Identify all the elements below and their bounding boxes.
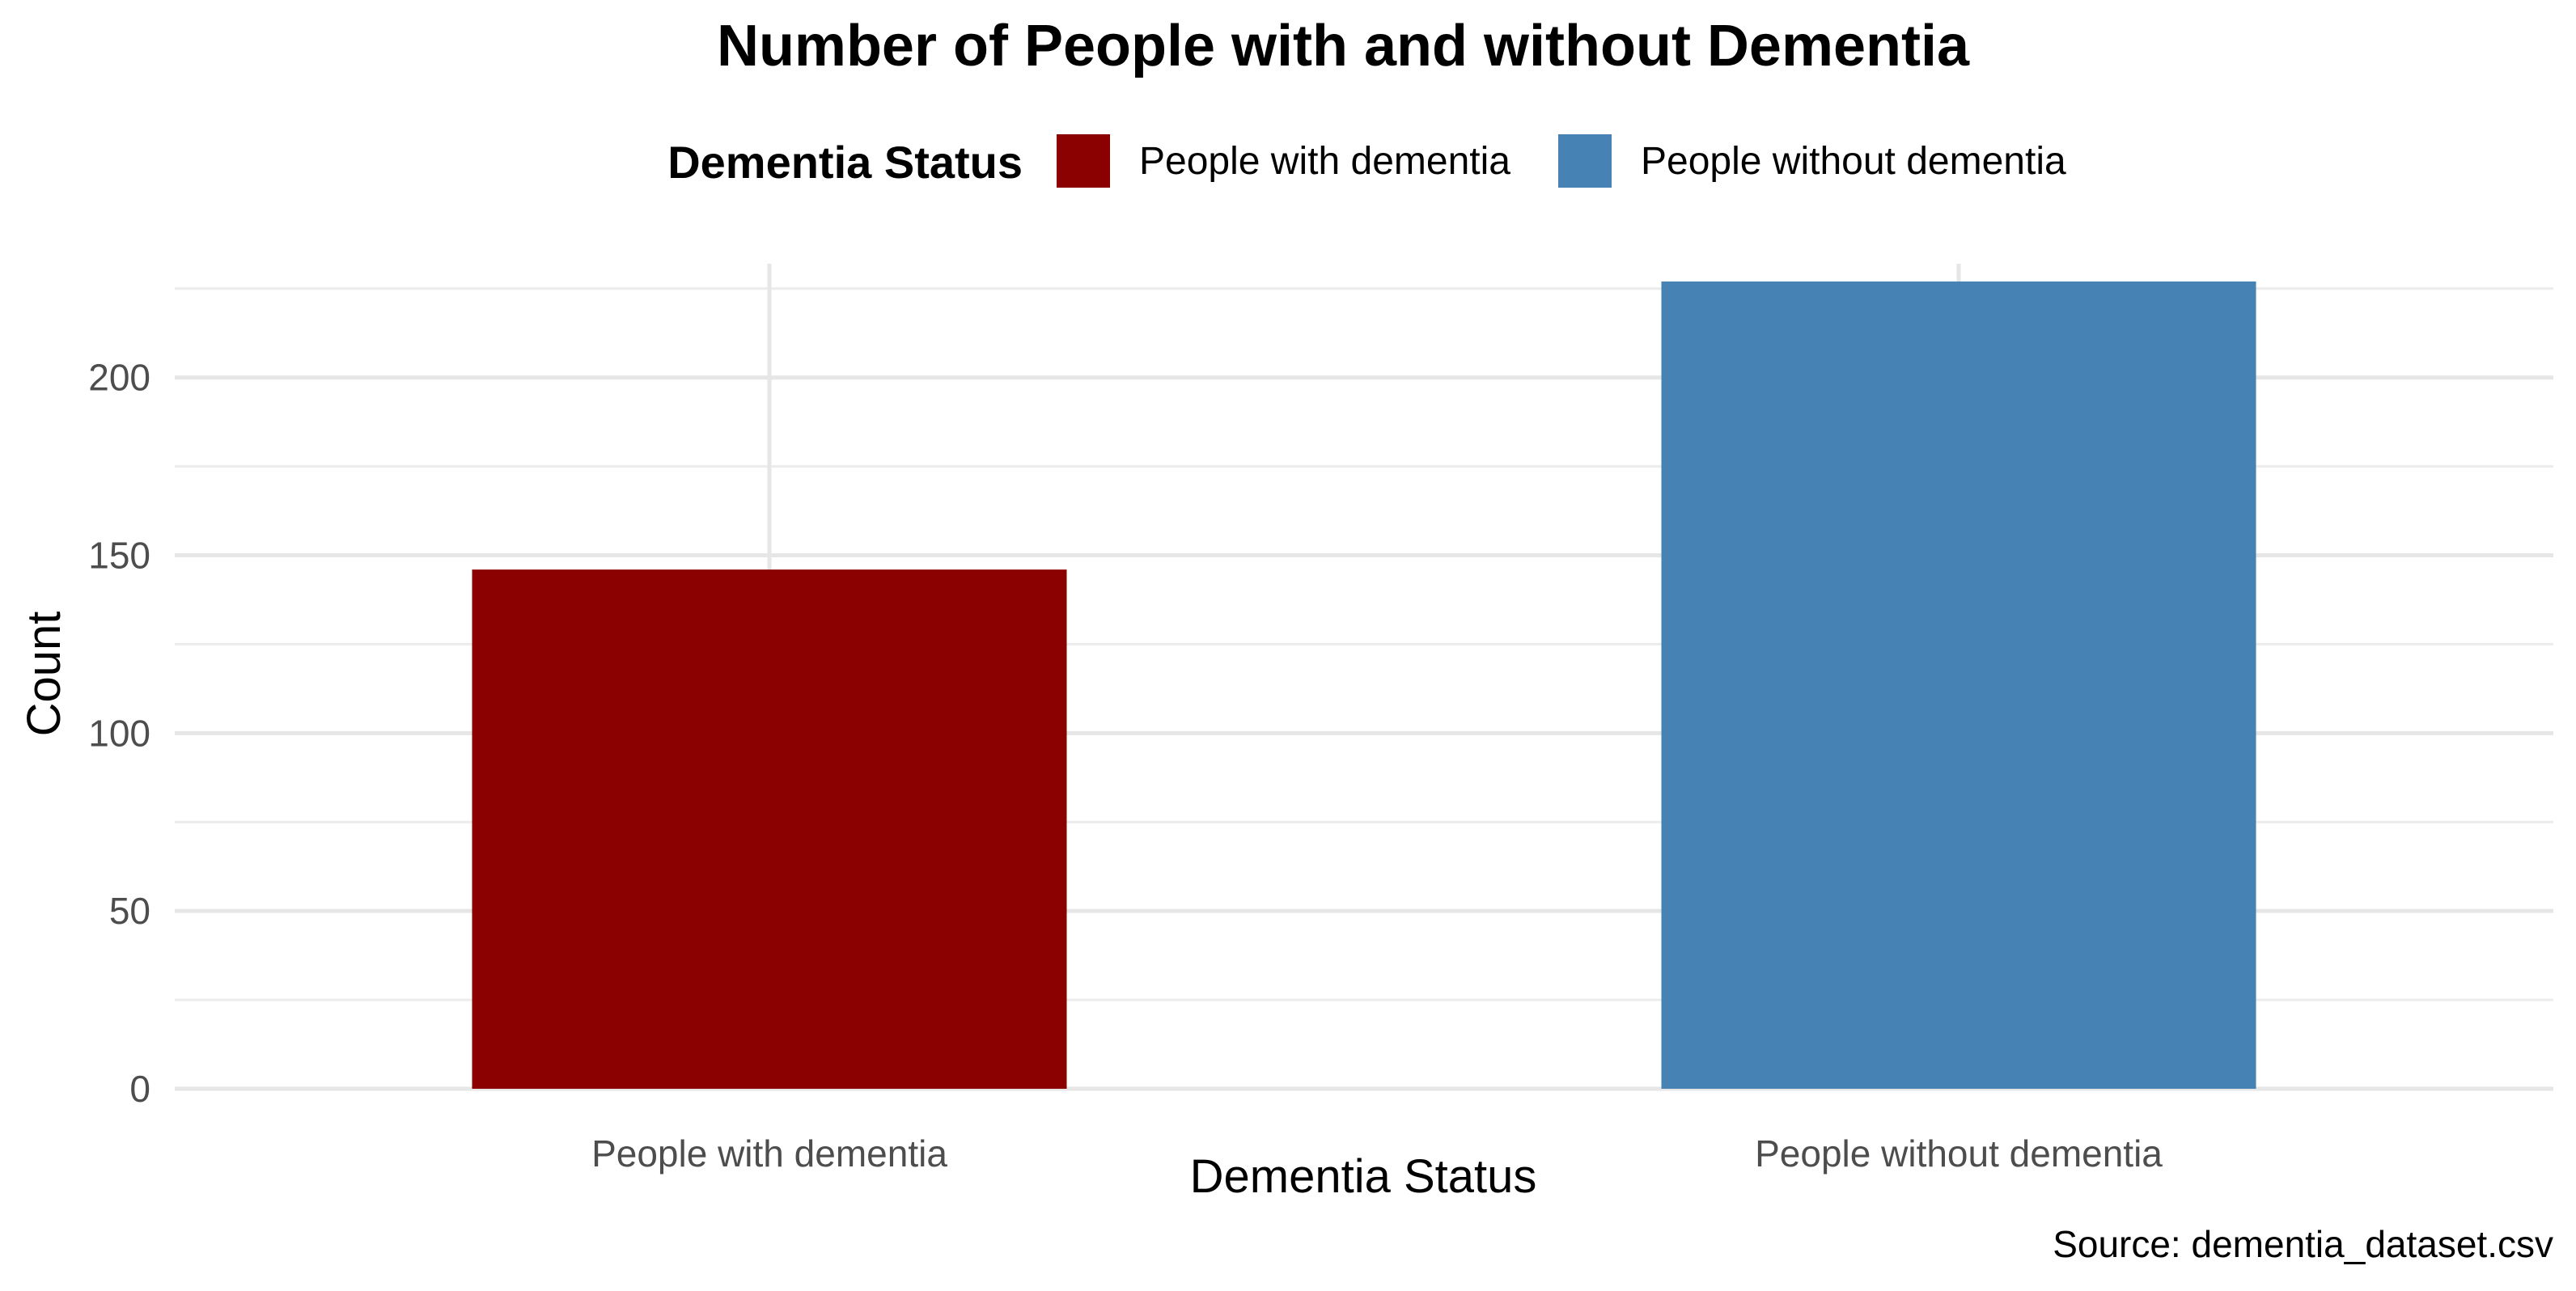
- legend-swatch-without-dementia: [1558, 134, 1612, 188]
- y-tick-label: 50: [109, 890, 150, 932]
- x-axis-ticks: People with dementia People without demen…: [591, 1132, 2163, 1175]
- legend-title: Dementia Status: [667, 137, 1023, 188]
- bar: [1661, 281, 2256, 1089]
- y-axis-ticks: 0 50 100 150 200: [88, 357, 150, 1110]
- legend-label-with-dementia: People with dementia: [1139, 140, 1510, 183]
- y-tick-label: 200: [88, 357, 150, 399]
- x-axis-title: Dementia Status: [1190, 1150, 1537, 1203]
- legend-label-without-dementia: People without dementia: [1641, 140, 2066, 183]
- x-tick-label: People without dementia: [1755, 1132, 2163, 1175]
- source-caption: Source: dementia_dataset.csv: [2053, 1223, 2553, 1265]
- chart-title: Number of People with and without Dement…: [717, 14, 1970, 78]
- y-tick-label: 150: [88, 535, 150, 577]
- legend: Dementia Status People with dementia Peo…: [667, 134, 2066, 188]
- y-axis-title: Count: [18, 612, 70, 737]
- bars: [472, 281, 2256, 1089]
- x-tick-label: People with dementia: [591, 1132, 947, 1175]
- legend-swatch-with-dementia: [1057, 134, 1110, 188]
- y-tick-label: 100: [88, 712, 150, 754]
- bar: [472, 569, 1067, 1089]
- y-tick-label: 0: [129, 1068, 150, 1110]
